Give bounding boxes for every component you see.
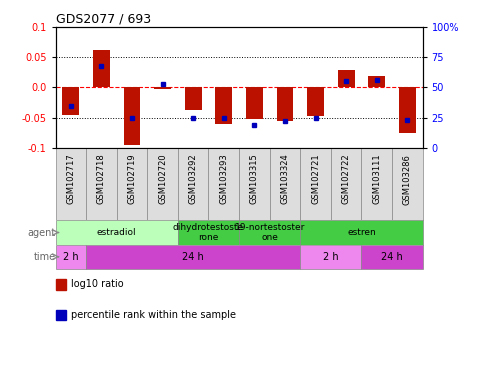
Bar — [300, 245, 361, 269]
Bar — [93, 50, 110, 88]
Text: estradiol: estradiol — [97, 228, 137, 237]
Text: percentile rank within the sample: percentile rank within the sample — [71, 310, 236, 320]
Text: GSM103293: GSM103293 — [219, 154, 228, 204]
Text: GSM103111: GSM103111 — [372, 154, 381, 204]
Bar — [185, 88, 201, 110]
Bar — [124, 88, 141, 145]
Text: 24 h: 24 h — [182, 252, 204, 262]
Bar — [392, 148, 423, 220]
Text: GSM102717: GSM102717 — [66, 154, 75, 204]
Bar — [215, 88, 232, 124]
Text: 2 h: 2 h — [323, 252, 339, 262]
Text: agent: agent — [28, 227, 56, 238]
Text: GSM103324: GSM103324 — [281, 154, 289, 204]
Text: GSM103292: GSM103292 — [189, 154, 198, 204]
Bar — [307, 88, 324, 116]
Bar — [56, 220, 178, 245]
Text: dihydrotestoste
rone: dihydrotestoste rone — [173, 223, 244, 242]
Bar — [338, 70, 355, 88]
Bar — [154, 88, 171, 89]
Text: estren: estren — [347, 228, 376, 237]
Text: GSM102720: GSM102720 — [158, 154, 167, 204]
Bar — [86, 148, 117, 220]
Text: GSM102718: GSM102718 — [97, 154, 106, 204]
Bar — [361, 245, 423, 269]
Text: GSM103286: GSM103286 — [403, 154, 412, 205]
Bar — [300, 220, 423, 245]
Bar — [270, 148, 300, 220]
Text: GSM102722: GSM102722 — [341, 154, 351, 204]
Text: time: time — [33, 252, 56, 262]
Bar — [331, 148, 361, 220]
Text: GDS2077 / 693: GDS2077 / 693 — [56, 13, 151, 26]
Bar — [56, 148, 86, 220]
Bar — [277, 88, 293, 121]
Bar — [178, 148, 209, 220]
Bar — [147, 148, 178, 220]
Bar — [209, 148, 239, 220]
Bar — [178, 220, 239, 245]
Bar — [361, 148, 392, 220]
Text: 2 h: 2 h — [63, 252, 79, 262]
Bar — [369, 76, 385, 88]
Text: 19-nortestoster
one: 19-nortestoster one — [234, 223, 305, 242]
Bar — [239, 220, 300, 245]
Bar — [62, 88, 79, 114]
Bar — [239, 148, 270, 220]
Text: GSM103315: GSM103315 — [250, 154, 259, 204]
Text: GSM102721: GSM102721 — [311, 154, 320, 204]
Bar — [246, 88, 263, 119]
Text: 24 h: 24 h — [381, 252, 403, 262]
Bar — [300, 148, 331, 220]
Bar — [56, 245, 86, 269]
Bar — [399, 88, 416, 133]
Text: log10 ratio: log10 ratio — [71, 279, 124, 289]
Bar — [117, 148, 147, 220]
Text: GSM102719: GSM102719 — [128, 154, 137, 204]
Bar — [86, 245, 300, 269]
